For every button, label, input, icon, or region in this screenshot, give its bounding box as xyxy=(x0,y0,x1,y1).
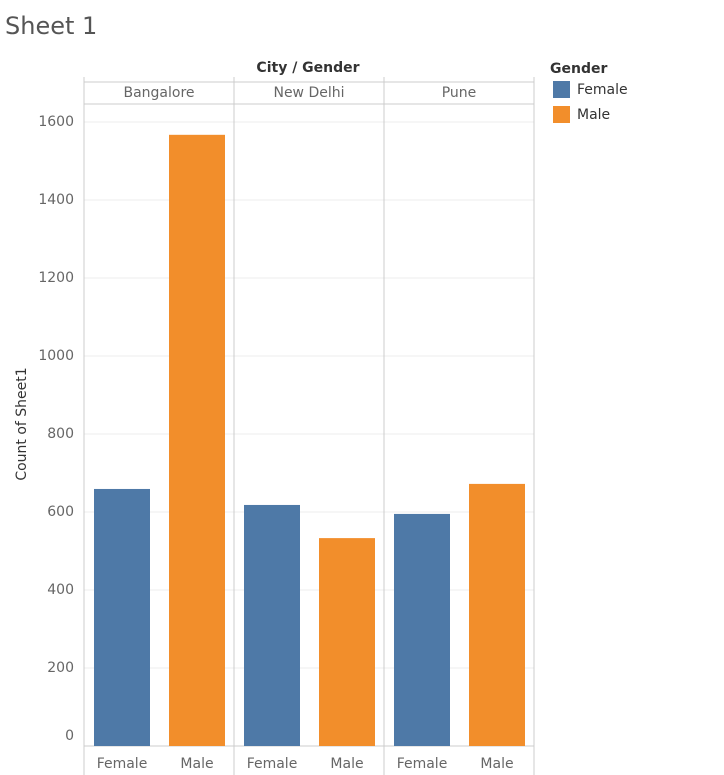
x-tick-label: Female xyxy=(397,756,448,772)
bar xyxy=(244,504,300,746)
bar xyxy=(319,538,375,746)
column-header-title: City / Gender xyxy=(256,60,359,76)
y-tick-label: 400 xyxy=(47,582,74,598)
y-tick-label: 800 xyxy=(47,426,74,442)
bar xyxy=(169,134,225,747)
chart-title: Sheet 1 xyxy=(5,12,97,40)
x-tick-label: Male xyxy=(480,756,513,772)
legend-label: Female xyxy=(577,82,628,98)
y-tick-label: 1200 xyxy=(38,270,74,286)
x-tick-label: Female xyxy=(247,756,298,772)
y-tick-label: 1400 xyxy=(38,192,74,208)
legend-title: Gender xyxy=(550,61,607,77)
city-header: Bangalore xyxy=(123,85,194,101)
y-tick-label: 1000 xyxy=(38,348,74,364)
y-tick-label: 600 xyxy=(47,504,74,520)
city-header: New Delhi xyxy=(273,85,344,101)
x-tick-label: Male xyxy=(330,756,363,772)
legend-swatch xyxy=(553,106,570,123)
bar xyxy=(469,483,525,746)
legend-swatch xyxy=(553,81,570,98)
legend-label: Male xyxy=(577,107,610,123)
x-tick-label: Male xyxy=(180,756,213,772)
y-tick-label: 0 xyxy=(65,728,74,744)
city-header: Pune xyxy=(442,85,477,101)
y-axis-label: Count of Sheet1 xyxy=(14,367,30,480)
x-tick-label: Female xyxy=(97,756,148,772)
bar xyxy=(394,513,450,746)
y-tick-label: 1600 xyxy=(38,114,74,130)
bar xyxy=(94,488,150,746)
y-tick-label: 200 xyxy=(47,660,74,676)
